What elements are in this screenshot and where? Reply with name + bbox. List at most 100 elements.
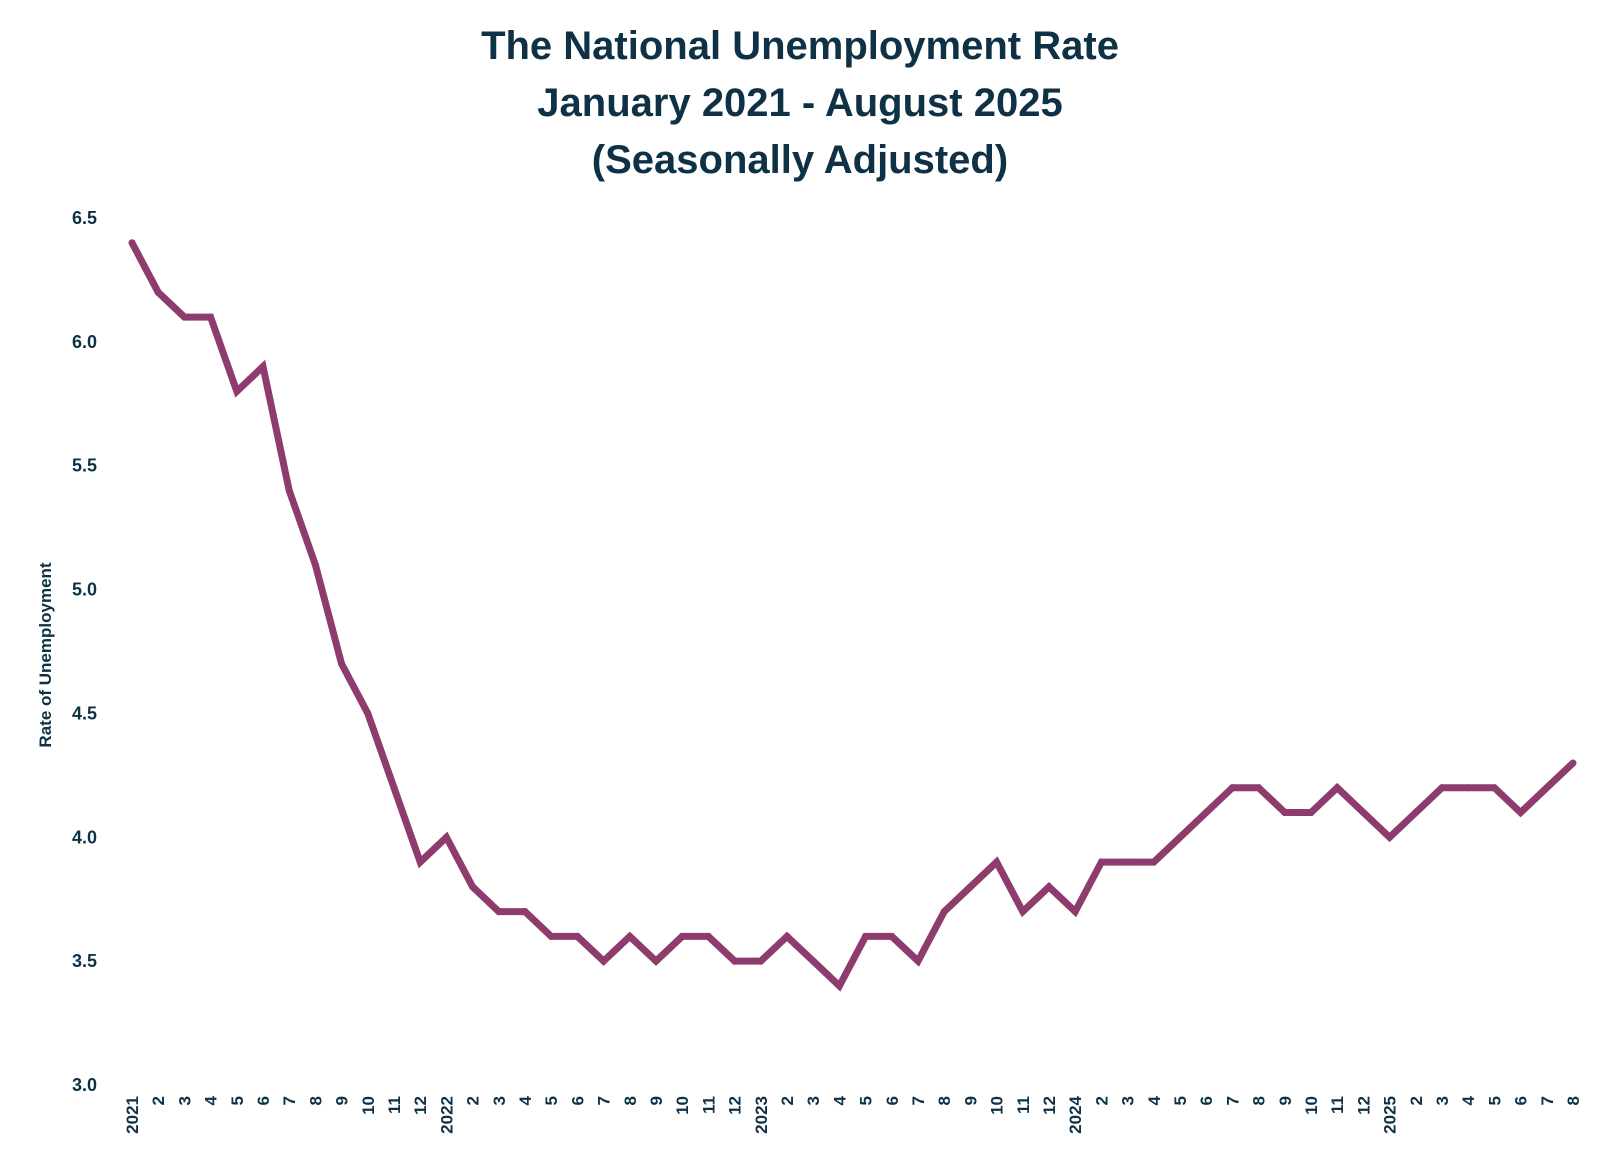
data-point (600, 957, 608, 965)
data-point (259, 363, 267, 371)
data-point (1045, 883, 1053, 891)
data-point (757, 957, 765, 965)
y-tick-label: 4.5 (72, 703, 97, 723)
x-tick-label: 8 (621, 1096, 640, 1105)
data-point (233, 387, 241, 395)
x-tick-label: 4 (830, 1095, 849, 1105)
x-tick-label: 12 (726, 1096, 745, 1115)
data-point (1228, 784, 1236, 792)
data-point (1019, 908, 1027, 916)
x-tick-label: 2 (464, 1096, 483, 1105)
x-tick-label: 4 (1459, 1095, 1478, 1105)
data-point (966, 883, 974, 891)
x-tick-label: 6 (1512, 1096, 1531, 1105)
x-tick-label: 5 (857, 1096, 876, 1105)
x-tick-label: 3 (175, 1096, 194, 1105)
data-point (862, 932, 870, 940)
data-point (1359, 809, 1367, 817)
x-tick-label: 6 (1197, 1096, 1216, 1105)
x-axis-ticks: 2021 2 3 4 5 6 7 8 9 10 11 12 2022 2 3 4 5 6 7 8 9 10 11 12 2023… (123, 1095, 1583, 1133)
x-tick-label: 2021 (123, 1096, 142, 1134)
x-tick-label: 7 (1223, 1096, 1242, 1105)
x-tick-label: 3 (490, 1096, 509, 1105)
data-point (1202, 809, 1210, 817)
data-point (940, 908, 948, 916)
data-point (442, 833, 450, 841)
x-tick-label: 6 (568, 1096, 587, 1105)
x-tick-label: 2 (149, 1096, 168, 1105)
x-tick-label: 3 (1119, 1096, 1138, 1105)
data-point (573, 932, 581, 940)
y-tick-label: 6.5 (72, 208, 97, 228)
data-point (1569, 759, 1577, 767)
x-tick-label: 10 (673, 1096, 692, 1115)
data-point (521, 908, 529, 916)
data-point (1307, 809, 1315, 817)
data-point (338, 660, 346, 668)
data-point (652, 957, 660, 965)
x-tick-label: 2023 (752, 1096, 771, 1134)
x-tick-label: 8 (306, 1096, 325, 1105)
x-tick-label: 4 (202, 1095, 221, 1105)
data-point (1438, 784, 1446, 792)
y-tick-label: 5.5 (72, 456, 97, 476)
x-tick-label: 7 (1538, 1096, 1557, 1105)
data-point (993, 858, 1001, 866)
x-tick-label: 8 (1250, 1096, 1269, 1105)
x-tick-label: 12 (1040, 1096, 1059, 1115)
data-point (128, 239, 136, 247)
x-tick-label: 3 (804, 1096, 823, 1105)
data-point (1071, 908, 1079, 916)
data-point (1097, 858, 1105, 866)
x-tick-label: 11 (385, 1096, 404, 1114)
chart-title-line-2: January 2021 - August 2025 (537, 81, 1063, 125)
x-tick-label: 12 (1354, 1096, 1373, 1115)
data-point (207, 313, 215, 321)
data-point (547, 932, 555, 940)
data-point (1543, 784, 1551, 792)
x-tick-label: 12 (411, 1096, 430, 1115)
data-point (1333, 784, 1341, 792)
x-tick-label: 10 (359, 1096, 378, 1115)
x-tick-label: 6 (254, 1096, 273, 1105)
y-tick-label: 5.0 (72, 580, 97, 600)
y-tick-label: 3.0 (72, 1075, 97, 1095)
y-tick-label: 4.0 (72, 827, 97, 847)
data-point (390, 784, 398, 792)
x-tick-label: 2 (1092, 1096, 1111, 1105)
data-point (1124, 858, 1132, 866)
data-points (128, 239, 1577, 990)
x-tick-label: 10 (1302, 1096, 1321, 1115)
y-tick-label: 3.5 (72, 951, 97, 971)
x-tick-label: 2024 (1066, 1095, 1085, 1133)
data-point (783, 932, 791, 940)
x-tick-label: 6 (883, 1096, 902, 1105)
data-point (1386, 833, 1394, 841)
x-tick-label: 8 (935, 1096, 954, 1105)
x-tick-label: 9 (333, 1096, 352, 1105)
x-tick-label: 7 (595, 1096, 614, 1105)
data-point (888, 932, 896, 940)
data-point (180, 313, 188, 321)
x-tick-label: 4 (1145, 1095, 1164, 1105)
data-point (704, 932, 712, 940)
x-tick-label: 11 (1328, 1096, 1347, 1114)
x-tick-label: 9 (647, 1096, 666, 1105)
x-tick-label: 7 (280, 1096, 299, 1105)
data-point (731, 957, 739, 965)
data-point (1281, 809, 1289, 817)
data-point (809, 957, 817, 965)
chart-title-line-3: (Seasonally Adjusted) (591, 138, 1009, 182)
x-tick-label: 11 (1014, 1096, 1033, 1114)
x-tick-label: 5 (1171, 1096, 1190, 1105)
chart-title-line-1: The National Unemployment Rate (481, 24, 1119, 68)
x-tick-label: 9 (961, 1096, 980, 1105)
x-tick-label: 2 (778, 1096, 797, 1105)
x-tick-label: 3 (1433, 1096, 1452, 1105)
x-tick-label: 11 (699, 1096, 718, 1114)
data-point (1464, 784, 1472, 792)
y-tick-label: 6.0 (72, 332, 97, 352)
x-tick-label: 5 (1485, 1096, 1504, 1105)
x-tick-label: 2025 (1381, 1096, 1400, 1134)
